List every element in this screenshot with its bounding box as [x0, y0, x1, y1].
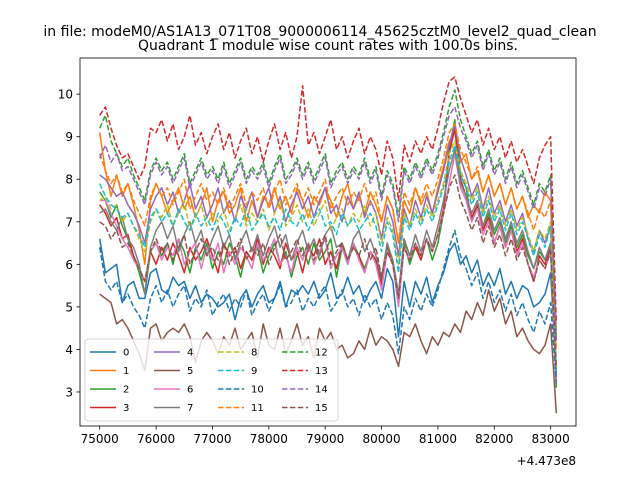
legend-label-7: 7: [187, 403, 193, 414]
x-tick-label: 82000: [475, 432, 513, 446]
legend-label-10: 10: [251, 385, 264, 396]
series-line-4: [99, 123, 558, 384]
chart-title: Quadrant 1 module wise count rates with …: [138, 38, 518, 54]
series-line-12: [99, 89, 558, 337]
legend-label-2: 2: [123, 385, 129, 396]
y-tick-label: 6: [65, 258, 73, 272]
series-line-8: [99, 140, 558, 367]
legend-box: [84, 338, 339, 422]
legend-label-0: 0: [123, 348, 129, 359]
x-tick-label: 77000: [193, 432, 231, 446]
y-tick-label: 5: [65, 300, 73, 314]
series-line-6: [99, 152, 558, 384]
x-offset-label: +4.473e8: [517, 454, 576, 468]
x-tick-label: 76000: [137, 432, 175, 446]
series-line-10: [98, 229, 558, 384]
y-tick-label: 4: [65, 343, 73, 357]
series-line-15: [99, 174, 558, 367]
x-axis: 75000 76000 77000 78000 79000 80000 81000 82000…: [81, 426, 570, 446]
x-tick-label: 81000: [419, 432, 457, 446]
y-tick-label: 7: [65, 215, 73, 229]
legend-label-13: 13: [315, 366, 328, 377]
legend-label-9: 9: [251, 366, 257, 377]
plot-frame: [79, 57, 577, 427]
legend-label-4: 4: [187, 348, 193, 359]
y-tick-label: 10: [58, 88, 73, 102]
legend-label-6: 6: [187, 385, 193, 396]
legend-label-12: 12: [315, 348, 328, 359]
series-line-7: [99, 148, 558, 375]
y-tick-label: 8: [65, 173, 73, 187]
y-tick-label: 3: [65, 385, 73, 399]
x-tick-label: 80000: [362, 432, 400, 446]
chart-suptitle: in file: modeM0/AS1A13_071T08_9000006114…: [43, 24, 596, 40]
series-lines: [98, 76, 558, 414]
legend-label-15: 15: [315, 403, 328, 414]
legend-label-11: 11: [251, 403, 264, 414]
legend-label-3: 3: [123, 403, 129, 414]
legend-label-8: 8: [251, 348, 257, 359]
y-axis: 3 4 5 6 7 8 9 10: [58, 88, 80, 399]
series-line-13: [99, 76, 558, 324]
series-line-0: [98, 238, 558, 371]
series-line-11: [98, 123, 558, 350]
y-tick-label: 9: [65, 130, 73, 144]
series-line-9: [99, 144, 558, 371]
legend-label-14: 14: [315, 385, 328, 396]
series-line-5: [99, 289, 558, 414]
x-tick-label: 79000: [306, 432, 344, 446]
x-tick-label: 83000: [532, 432, 570, 446]
x-tick-label: 75000: [81, 432, 119, 446]
series-line-14: [99, 106, 558, 341]
legend-label-1: 1: [123, 366, 129, 377]
legend-label-5: 5: [187, 366, 193, 377]
x-tick-label: 78000: [250, 432, 288, 446]
